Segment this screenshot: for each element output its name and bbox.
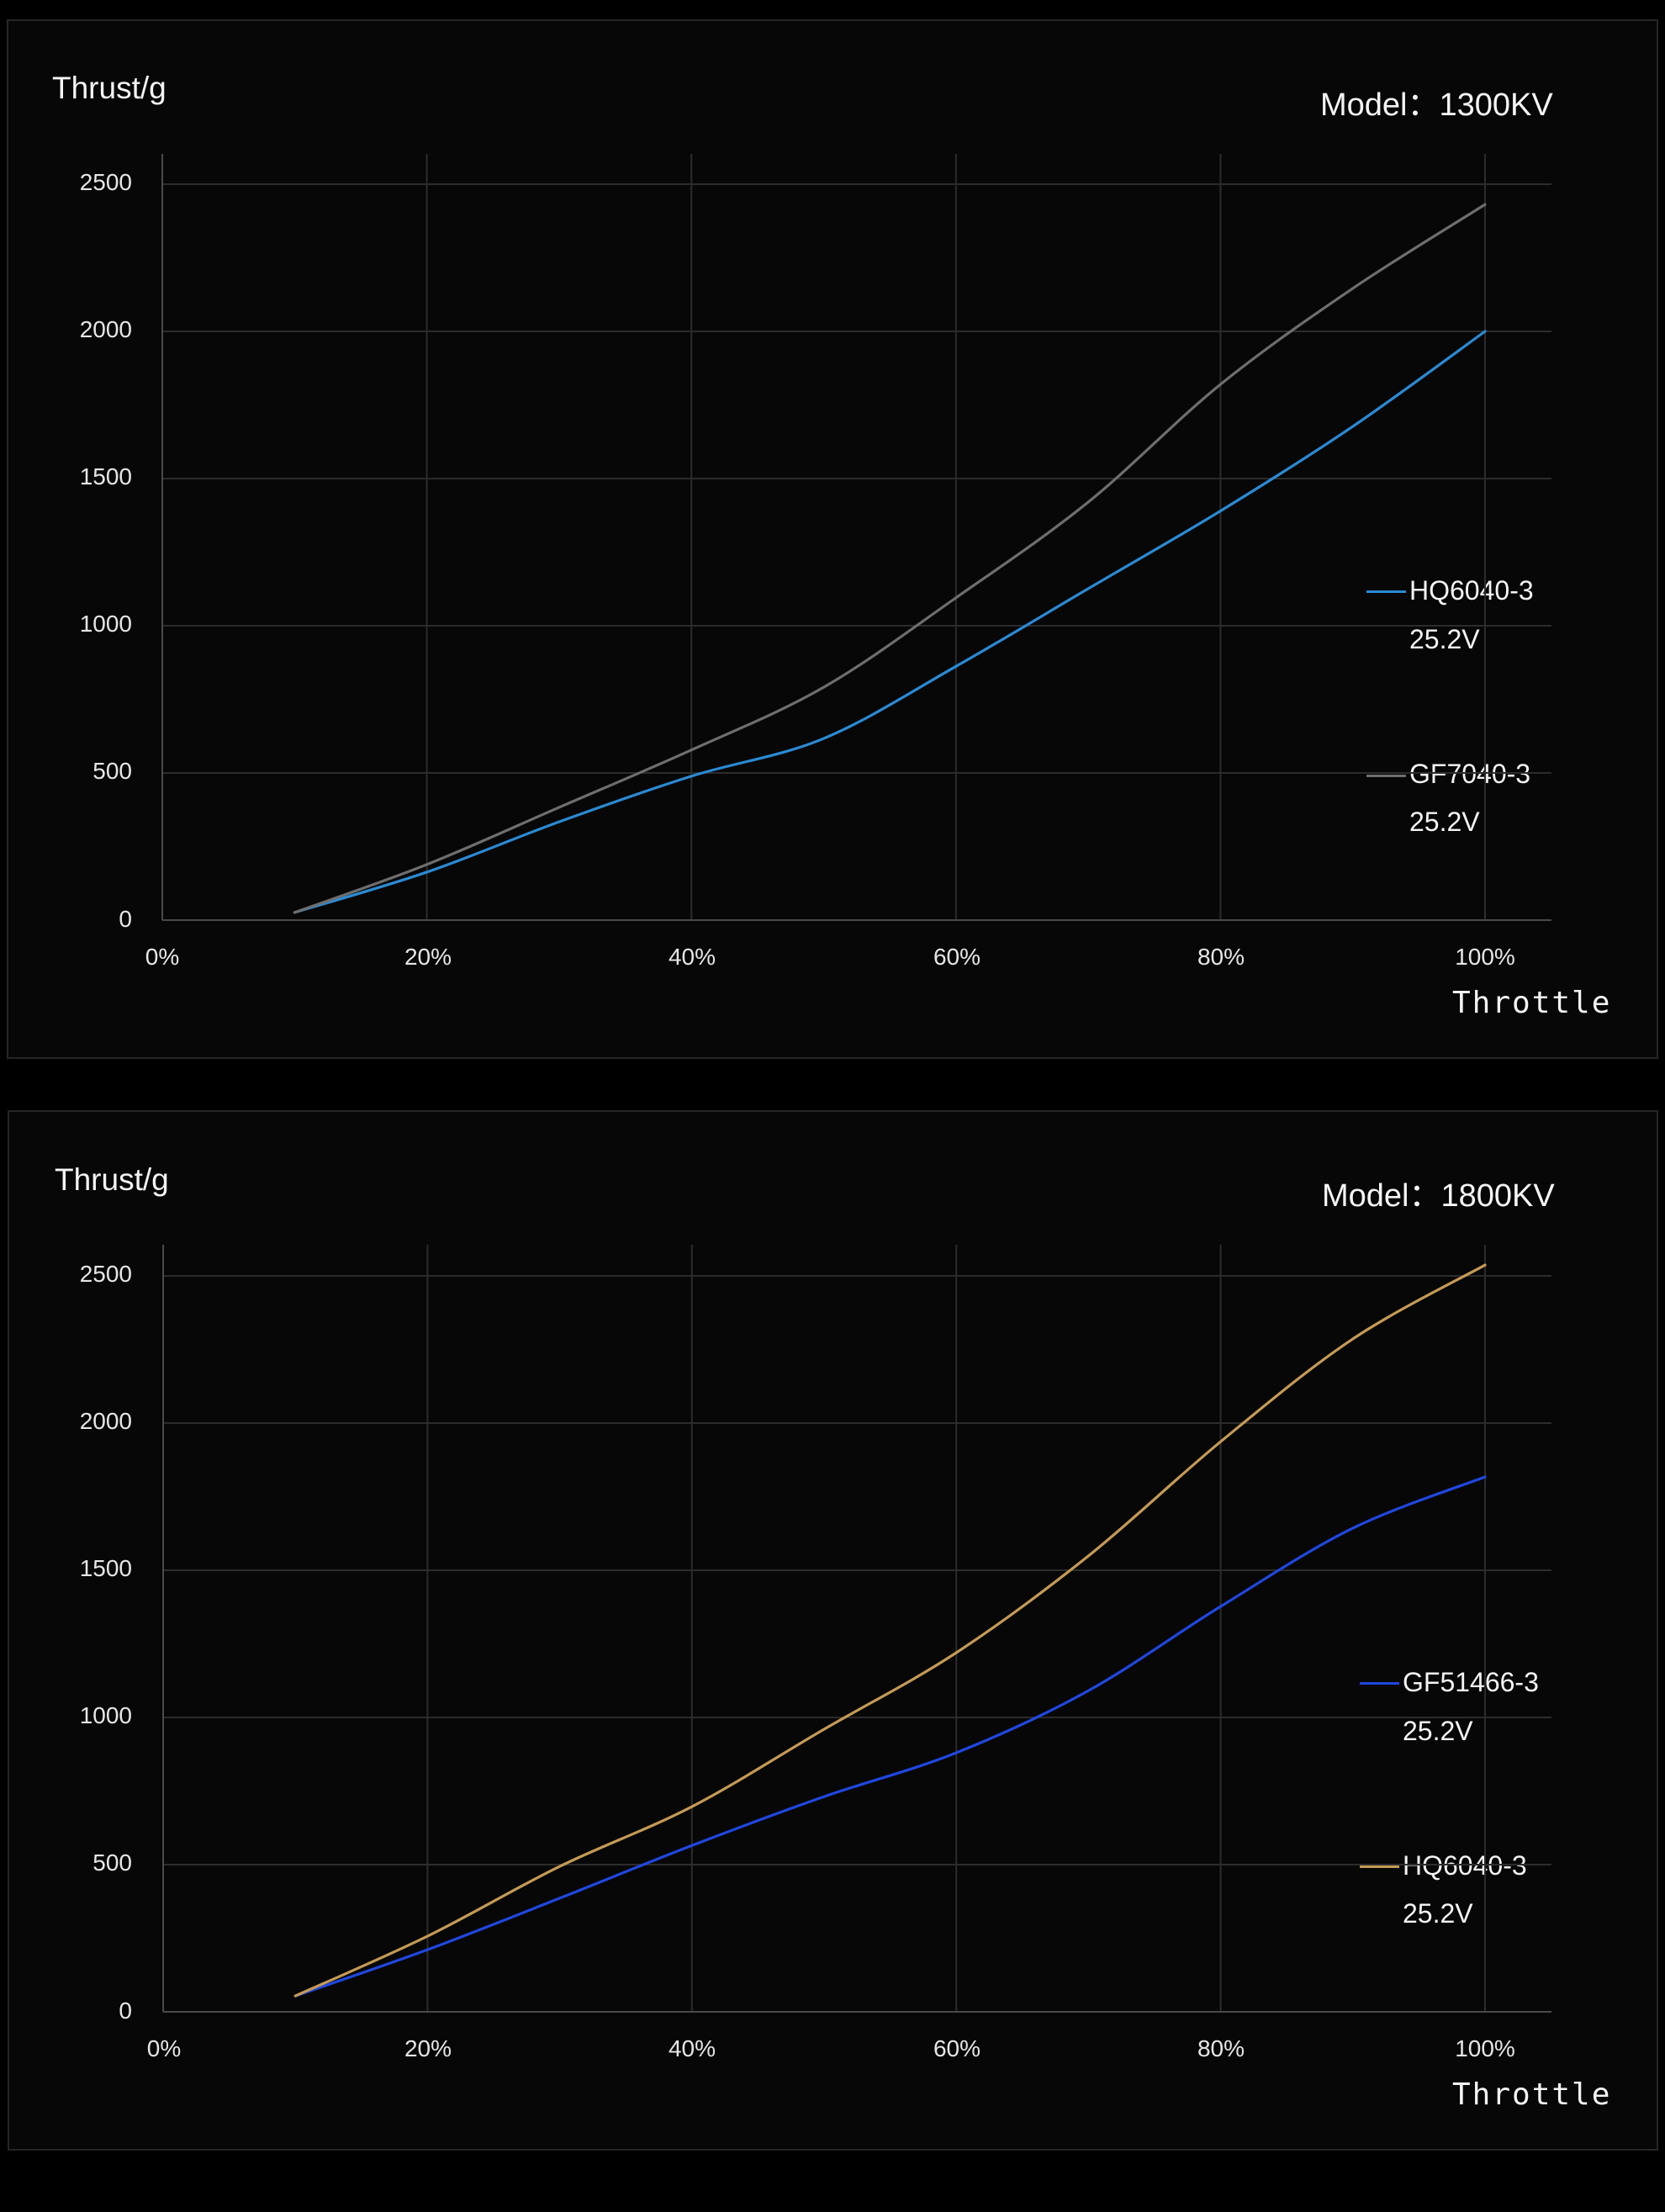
x-tick-label: 0% xyxy=(145,944,180,970)
legend-swatch xyxy=(1366,775,1406,777)
y-axis-title: Thrust/g xyxy=(52,71,166,105)
model-label: Model：1800KV xyxy=(1322,1178,1555,1214)
y-tick-label: 0 xyxy=(119,906,132,932)
y-tick-label: 500 xyxy=(92,758,132,784)
legend-label: GF51466-3 xyxy=(1403,1667,1539,1697)
x-tick-label: 80% xyxy=(1197,2035,1245,2061)
y-axis-title: Thrust/g xyxy=(55,1162,169,1197)
y-tick-label: 1500 xyxy=(79,1555,132,1581)
y-tick-label: 1000 xyxy=(79,611,132,637)
legend-label: HQ6040-3 xyxy=(1409,575,1534,606)
legend-voltage: 25.2V xyxy=(1403,1898,1473,1929)
legend-voltage: 25.2V xyxy=(1409,807,1480,837)
x-axis-title: Throttle xyxy=(1452,2077,1612,2112)
y-tick-label: 1000 xyxy=(79,1702,132,1728)
series-line-hq6040-3 xyxy=(293,330,1487,914)
chart-panel-1300kv xyxy=(7,19,1658,1059)
chart-panel-1800kv xyxy=(8,1110,1658,2151)
y-tick-label: 2000 xyxy=(79,1408,132,1434)
series-line-gf7040-3 xyxy=(293,203,1487,914)
y-tick-label: 2000 xyxy=(79,316,132,342)
x-tick-label: 40% xyxy=(668,2035,716,2061)
x-tick-label: 80% xyxy=(1197,944,1245,970)
x-tick-label: 20% xyxy=(404,2035,452,2061)
y-tick-label: 500 xyxy=(92,1850,132,1876)
legend-swatch xyxy=(1360,1682,1399,1685)
model-label: Model：1300KV xyxy=(1320,87,1553,123)
x-tick-label: 60% xyxy=(933,944,981,970)
y-tick-label: 2500 xyxy=(79,1261,132,1287)
legend-swatch xyxy=(1366,590,1406,593)
legend-swatch xyxy=(1360,1865,1399,1868)
y-tick-label: 0 xyxy=(119,1998,132,2024)
x-tick-label: 60% xyxy=(933,2035,981,2061)
legend-voltage: 25.2V xyxy=(1409,624,1480,654)
x-axis-title: Throttle xyxy=(1452,986,1612,1020)
x-tick-label: 100% xyxy=(1455,944,1515,970)
legend-voltage: 25.2V xyxy=(1403,1716,1473,1746)
series-line-hq6040-3 xyxy=(293,1263,1487,1998)
x-tick-label: 0% xyxy=(146,2035,182,2061)
y-tick-label: 1500 xyxy=(79,463,132,489)
x-tick-label: 40% xyxy=(668,944,716,970)
y-tick-label: 2500 xyxy=(79,169,132,195)
x-tick-label: 100% xyxy=(1455,2035,1515,2061)
x-tick-label: 20% xyxy=(404,944,452,970)
series-line-gf51466-3 xyxy=(293,1475,1487,1998)
